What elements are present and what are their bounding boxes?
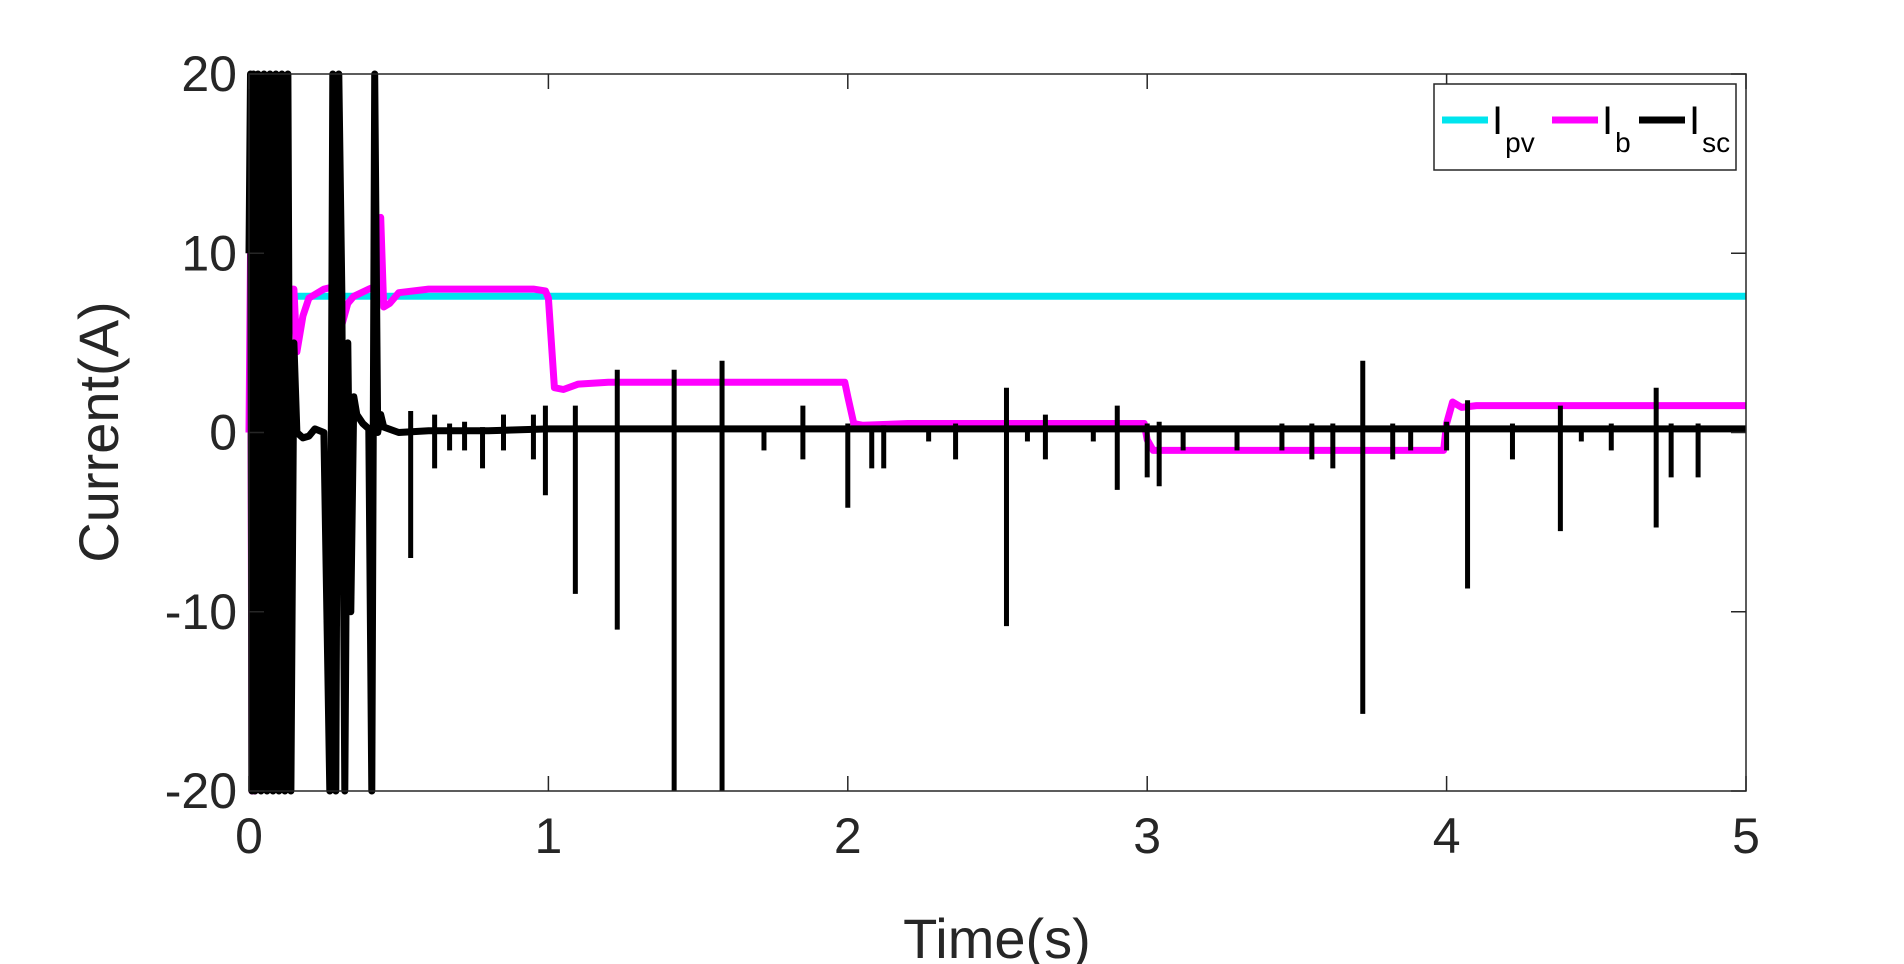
y-axis-title: Current(A)	[67, 301, 130, 562]
y-tick-label: -20	[165, 763, 237, 819]
y-tick-label: -10	[165, 584, 237, 640]
x-tick-label: 0	[235, 808, 263, 864]
y-tick-label: 0	[209, 405, 237, 461]
legend-label-b: Ib	[1602, 99, 1631, 158]
y-tick-label: 20	[181, 46, 237, 102]
x-tick-label: 2	[834, 808, 862, 864]
legend-box	[1433, 83, 1737, 171]
x-tick-label: 3	[1133, 808, 1161, 864]
x-axis-title: Time(s)	[903, 907, 1091, 964]
y-tick-label: 10	[181, 225, 237, 281]
x-tick-label: 1	[534, 808, 562, 864]
x-tick-label: 4	[1433, 808, 1461, 864]
ticks-layer: 0 1 2 3 4 5 -20 -10 0 10 20	[165, 46, 1760, 864]
legend-label-pv: Ipv	[1492, 99, 1535, 158]
legend: Ipv Ib Isc	[1433, 83, 1737, 171]
x-tick-label: 5	[1732, 808, 1760, 864]
series-line-sc	[245, 70, 1746, 795]
series-layer	[245, 70, 1746, 795]
legend-label-sc: Isc	[1689, 99, 1730, 158]
series-line-b	[245, 213, 1746, 795]
